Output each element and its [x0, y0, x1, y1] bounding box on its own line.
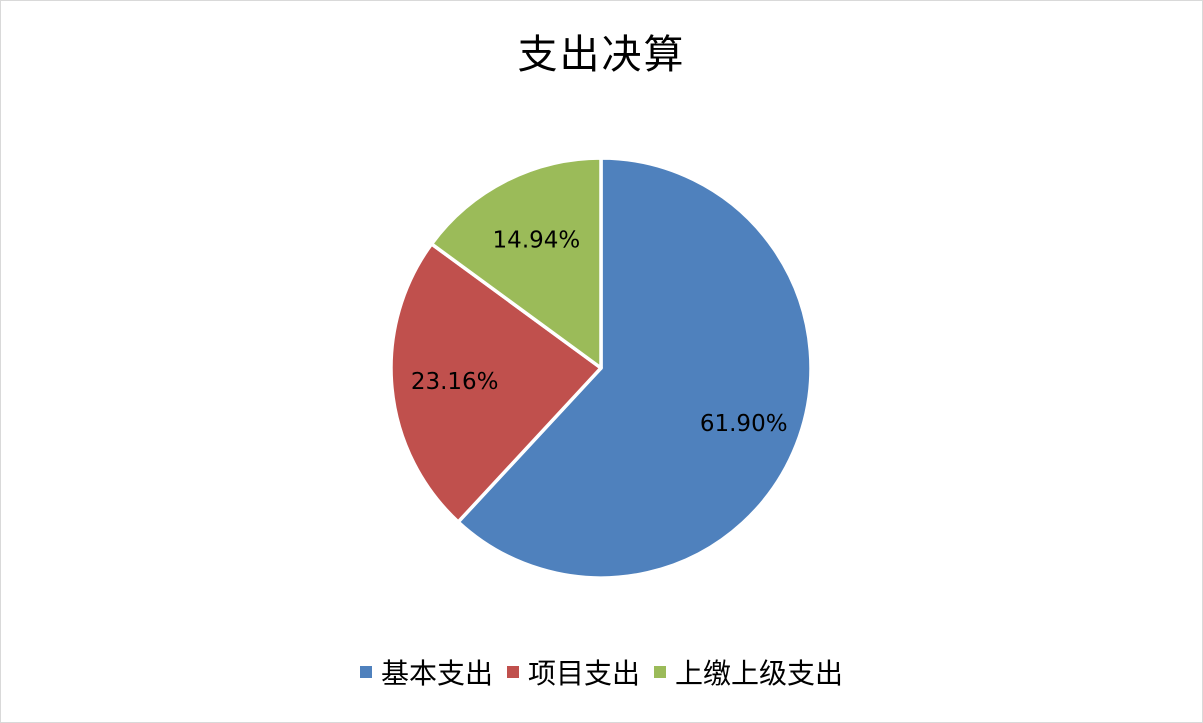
data-label-remit: 14.94% [493, 228, 581, 254]
data-label-project: 23.16% [411, 369, 499, 395]
legend-label-remit: 上缴上级支出 [675, 657, 844, 690]
legend-label-project: 项目支出 [527, 657, 640, 690]
legend-item-project: 项目支出 [506, 652, 640, 692]
legend-item-remit: 上缴上级支出 [654, 652, 843, 692]
pie-slice-project [389, 242, 603, 524]
pie-data-labels: 61.90% 23.16% 14.94% [411, 228, 788, 437]
legend-swatch-remit [654, 666, 666, 678]
pie-slices [389, 156, 813, 580]
data-label-basic: 61.90% [700, 411, 788, 437]
pie-slice-remit [429, 156, 603, 370]
legend-item-basic: 基本支出 [359, 652, 493, 692]
legend: 基本支出 项目支出 上缴上级支出 [0, 652, 1203, 692]
legend-label-basic: 基本支出 [380, 657, 493, 690]
chart-title: 支出决算 [517, 32, 686, 78]
legend-swatch-project [506, 666, 519, 678]
legend-swatch-basic [359, 666, 372, 678]
pie-slice-basic [456, 156, 813, 580]
